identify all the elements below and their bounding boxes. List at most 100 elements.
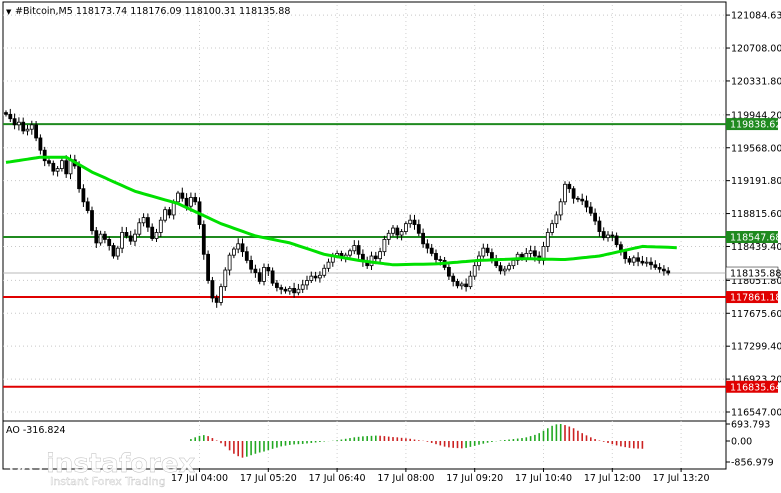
candle-body xyxy=(636,257,640,262)
candle-body xyxy=(472,265,477,277)
price-axis-label: 117299.40 xyxy=(731,342,781,353)
candle-body xyxy=(558,201,563,216)
candle-body xyxy=(502,268,507,272)
candle-body xyxy=(408,219,413,225)
candle-body xyxy=(154,232,159,239)
candle-body xyxy=(55,168,60,172)
time-axis-label: 17 Jul 13:20 xyxy=(653,473,710,484)
candle-body xyxy=(464,283,469,288)
candle-body xyxy=(588,206,593,214)
candle-body xyxy=(511,260,516,267)
level-label: 118547.68 xyxy=(730,232,781,243)
candle-body xyxy=(489,252,494,260)
level-label-bg xyxy=(726,291,778,304)
level-label-bg xyxy=(726,380,778,393)
candle-body xyxy=(188,197,193,207)
candle-body xyxy=(133,233,137,242)
candle-body xyxy=(399,231,404,236)
candle-body xyxy=(528,250,533,254)
ao-axis-label: 0.00 xyxy=(731,437,752,448)
price-axis-label: 118815.60 xyxy=(731,209,781,220)
candle-body xyxy=(176,192,180,203)
candle-body xyxy=(219,286,223,303)
header-triangle-icon: ▼ xyxy=(6,8,12,16)
candle-body xyxy=(115,247,120,257)
level-label: 116835.64 xyxy=(730,382,781,393)
candle-body xyxy=(163,209,168,221)
candle-body xyxy=(287,288,292,292)
candle-body xyxy=(4,112,8,115)
price-axis-label: 120331.80 xyxy=(731,76,781,87)
candle-body xyxy=(38,137,43,151)
time-axis-label: 17 Jul 09:20 xyxy=(446,473,503,484)
candle-body xyxy=(395,227,400,236)
candle-body xyxy=(296,288,301,294)
candle-body xyxy=(98,233,103,244)
price-axis-label: 119191.80 xyxy=(731,176,781,187)
candle-body xyxy=(545,232,550,247)
candle-body xyxy=(64,160,69,175)
candle-body xyxy=(498,265,503,272)
candle-body xyxy=(167,209,172,216)
time-axis-label: 17 Jul 05:20 xyxy=(240,473,297,484)
candle-body xyxy=(593,212,597,222)
candle-body xyxy=(610,234,615,237)
candle-body xyxy=(60,160,64,169)
candle-body xyxy=(481,247,486,257)
candle-body xyxy=(124,232,129,237)
instaforex-logo-mark xyxy=(9,449,43,483)
candle-body xyxy=(180,192,185,199)
candle-body xyxy=(317,274,322,279)
candle-body xyxy=(305,280,309,286)
candle-body xyxy=(657,267,662,270)
candle-body xyxy=(47,160,51,164)
candle-body xyxy=(29,124,34,130)
candle-body xyxy=(128,235,133,242)
candle-body xyxy=(292,288,297,294)
candle-body xyxy=(150,226,155,239)
candle-body xyxy=(42,149,47,162)
candle-body xyxy=(434,253,438,260)
candle-body xyxy=(326,261,331,269)
candle-body xyxy=(455,281,460,287)
candle-body xyxy=(249,260,254,270)
plot-frame xyxy=(2,1,727,470)
candle-body xyxy=(137,222,142,235)
candle-body xyxy=(244,251,249,261)
price-axis-label: 118439.40 xyxy=(731,242,781,253)
candle-body xyxy=(644,261,649,264)
candle-body xyxy=(373,255,378,260)
candle-body xyxy=(77,165,81,190)
candle-body xyxy=(563,183,567,203)
candle-body xyxy=(184,197,189,207)
candle-body xyxy=(227,254,232,271)
candle-body xyxy=(240,243,245,253)
candle-body xyxy=(107,239,112,246)
candle-body xyxy=(21,121,26,132)
candle-body xyxy=(468,275,473,288)
watermark-brand: instaforex xyxy=(46,449,196,479)
candle-body xyxy=(262,267,266,282)
candle-body xyxy=(34,124,38,139)
candle-body xyxy=(446,267,451,277)
ao-axis-label: 693.793 xyxy=(731,420,770,431)
candle-body xyxy=(352,245,357,252)
time-axis-label: 17 Jul 10:40 xyxy=(515,473,572,484)
candle-body xyxy=(313,275,318,279)
moving-average-line xyxy=(5,155,677,267)
time-axis-label: 17 Jul 06:40 xyxy=(309,473,366,484)
candle-body xyxy=(391,227,395,234)
current-price-box xyxy=(725,266,779,280)
candle-body xyxy=(300,284,305,290)
candle-body xyxy=(158,219,163,233)
candle-body xyxy=(201,224,206,255)
instaforex-logo: instaforex Instant Forex Trading xyxy=(6,446,206,488)
candle-body xyxy=(382,239,387,253)
candle-body xyxy=(386,232,391,240)
price-axis-label: 121084.63 xyxy=(731,11,781,22)
candle-body xyxy=(193,197,198,203)
candle-body xyxy=(425,243,430,249)
candle-body xyxy=(309,275,314,281)
